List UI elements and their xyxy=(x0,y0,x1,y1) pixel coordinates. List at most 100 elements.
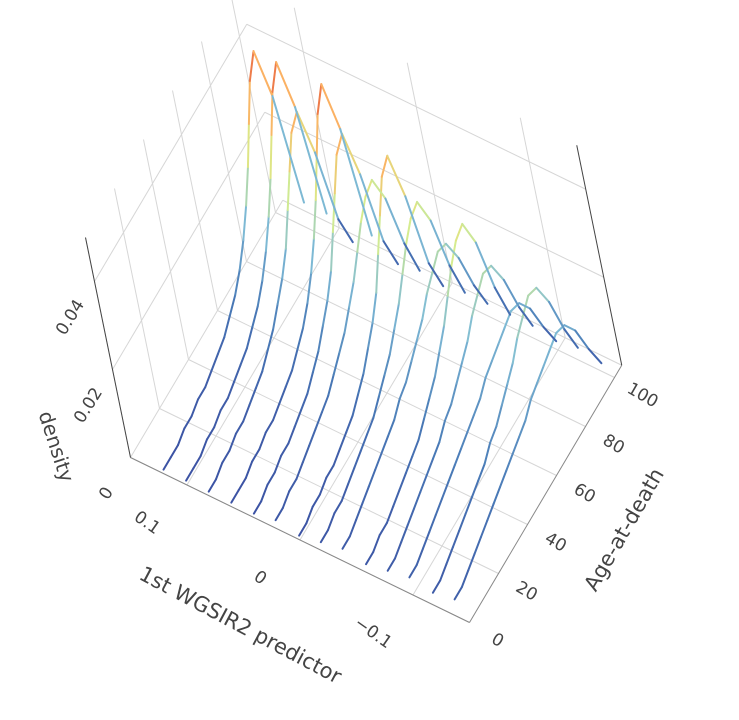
grid-line xyxy=(201,41,247,262)
density-curve xyxy=(252,132,399,515)
curve-segment xyxy=(535,286,550,303)
curve-segment xyxy=(287,425,296,445)
curve-segment xyxy=(296,327,304,351)
curve-segment xyxy=(471,293,479,317)
curve-segment xyxy=(315,112,319,158)
curve-segment xyxy=(450,382,458,406)
curve-segment xyxy=(207,478,217,493)
grid-line xyxy=(112,111,266,370)
curve-segment xyxy=(438,419,446,443)
curve-segment xyxy=(405,360,413,384)
curve-segment xyxy=(548,300,566,331)
grid-line xyxy=(519,117,566,338)
curve-segment xyxy=(347,466,356,486)
curve-segment xyxy=(385,505,395,525)
curve-segment xyxy=(320,394,330,414)
curve-segment xyxy=(483,441,492,465)
curve-segment xyxy=(383,353,391,377)
curve-segment xyxy=(492,486,501,505)
curve-segment xyxy=(252,500,263,515)
curve-segment xyxy=(493,286,512,316)
curve-segment xyxy=(425,457,435,477)
curve-segment xyxy=(413,490,422,510)
curve-segment xyxy=(271,95,305,204)
curve-segment xyxy=(162,456,172,471)
curve-segment xyxy=(318,476,328,496)
axis-line xyxy=(85,237,131,458)
density-curve xyxy=(298,154,445,537)
curve-segment xyxy=(272,303,279,331)
grid-line xyxy=(412,337,566,596)
curve-segment xyxy=(348,280,355,309)
curve-segment xyxy=(427,262,445,288)
curve-segment xyxy=(386,154,407,198)
curve-segment xyxy=(419,474,428,493)
curve-segment xyxy=(337,218,354,244)
curve-segment xyxy=(226,380,236,400)
grid-line xyxy=(114,188,160,409)
curve-segment xyxy=(338,331,346,355)
curve-segment xyxy=(345,414,354,434)
grid-line xyxy=(406,62,453,283)
curve-segment xyxy=(408,564,418,579)
curve-segment xyxy=(398,472,407,491)
curve-segment xyxy=(251,305,259,329)
curve-segment xyxy=(234,420,245,435)
curve-segment xyxy=(362,347,370,375)
curve-segment xyxy=(417,417,426,441)
curve-segment xyxy=(264,419,274,434)
curve-segment xyxy=(247,79,251,125)
curve-segment xyxy=(252,50,274,98)
curve-segment xyxy=(280,442,290,457)
density-curve xyxy=(365,222,512,566)
curve-segment xyxy=(466,414,475,433)
curve-segment xyxy=(411,438,420,458)
density-curve xyxy=(431,286,579,594)
grid-line xyxy=(246,23,586,190)
curve-segment xyxy=(351,393,360,417)
curve-segment xyxy=(377,214,381,256)
curve-segment xyxy=(466,314,474,343)
density-curve xyxy=(207,110,354,493)
curve-segment xyxy=(223,315,231,339)
curve-segment xyxy=(529,381,539,401)
density-curve xyxy=(162,50,305,471)
curve-segment xyxy=(321,299,329,328)
curve-segment xyxy=(311,350,320,374)
curve-segment xyxy=(269,134,273,180)
y-tick-label: 80 xyxy=(599,430,628,458)
curve-segment xyxy=(497,326,506,346)
axis-line xyxy=(130,457,470,623)
curve-segment xyxy=(272,402,281,422)
curve-segment xyxy=(460,430,469,450)
curve-segment xyxy=(245,326,254,350)
curve-segment xyxy=(398,381,407,400)
curve-segment xyxy=(388,328,396,356)
curve-segment xyxy=(271,61,278,93)
curve-segment xyxy=(415,318,424,342)
x-axis-title: 1st WGSIR2 predictor xyxy=(135,562,345,689)
curve-segment xyxy=(359,433,369,453)
curve-segment xyxy=(221,449,231,464)
curve-segment xyxy=(332,447,341,467)
curve-segment xyxy=(266,471,276,486)
curve-segment xyxy=(403,242,421,272)
x-tick-label: 0.1 xyxy=(130,507,164,539)
curve-segment xyxy=(490,264,505,281)
curve-segment xyxy=(518,419,527,439)
y-tick-label: 0 xyxy=(488,629,507,652)
curve-segment xyxy=(192,455,202,470)
curve-segment xyxy=(432,441,441,460)
density-curve xyxy=(408,302,558,579)
curve-segment xyxy=(434,497,444,517)
curve-segment xyxy=(372,395,380,419)
curve-segment xyxy=(574,329,590,351)
curve-segment xyxy=(473,536,482,555)
curve-segment xyxy=(274,506,284,522)
curve-segment xyxy=(327,373,335,397)
curve-segment xyxy=(518,306,534,327)
curve-segment xyxy=(548,332,558,351)
curve-segment xyxy=(196,386,207,401)
grid-line xyxy=(275,212,615,378)
curve-segment xyxy=(461,340,469,364)
